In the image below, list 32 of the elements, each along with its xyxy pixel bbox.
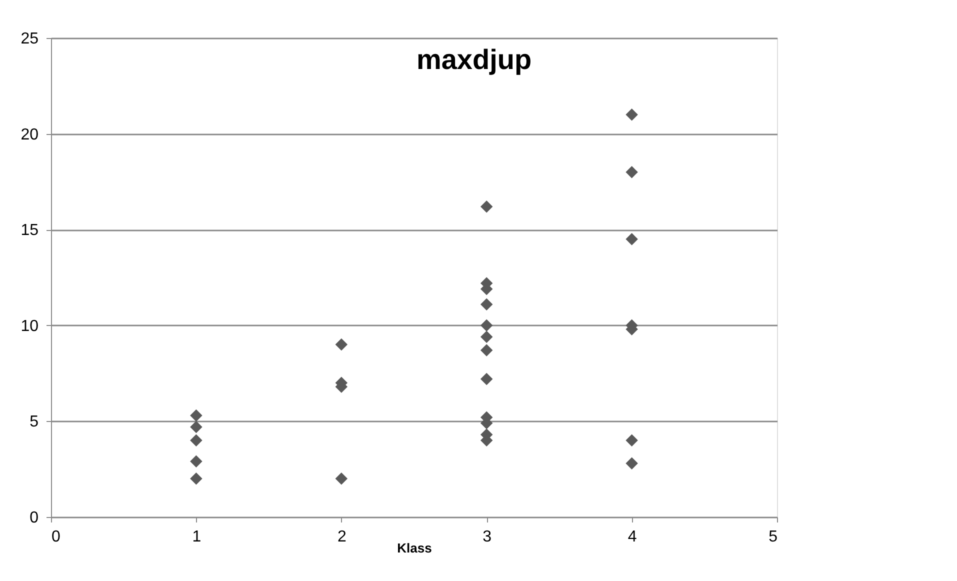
x-tick-label: 3 [482,528,492,546]
point [626,166,638,178]
y-tick-label: 0 [30,510,39,526]
y-tick-label: 25 [20,30,39,48]
point [626,434,638,446]
point [190,409,202,422]
point [335,338,348,351]
y-tick-label: 10 [20,318,39,335]
point [480,298,493,310]
point [335,472,348,485]
point [480,330,493,344]
x-tick-label: 5 [768,528,778,546]
point [190,455,202,468]
point [190,420,202,434]
y-tick-label: 15 [20,222,39,240]
point [480,344,493,356]
x-tick-label: 0 [52,528,60,546]
y-tick-label: 5 [30,414,39,431]
x-tick-label: 4 [628,528,637,546]
chart-title: maxdjup [416,44,532,75]
point [480,372,493,386]
point [480,200,493,213]
point [480,319,493,332]
point [626,233,638,246]
point [190,434,202,446]
x-tick-label: 1 [192,528,202,546]
point [190,472,202,485]
point [626,108,638,121]
point [626,457,638,470]
y-tick-label: 20 [20,126,39,144]
x-tick-label: 2 [337,528,346,546]
x-axis-title: Klass [397,540,432,556]
